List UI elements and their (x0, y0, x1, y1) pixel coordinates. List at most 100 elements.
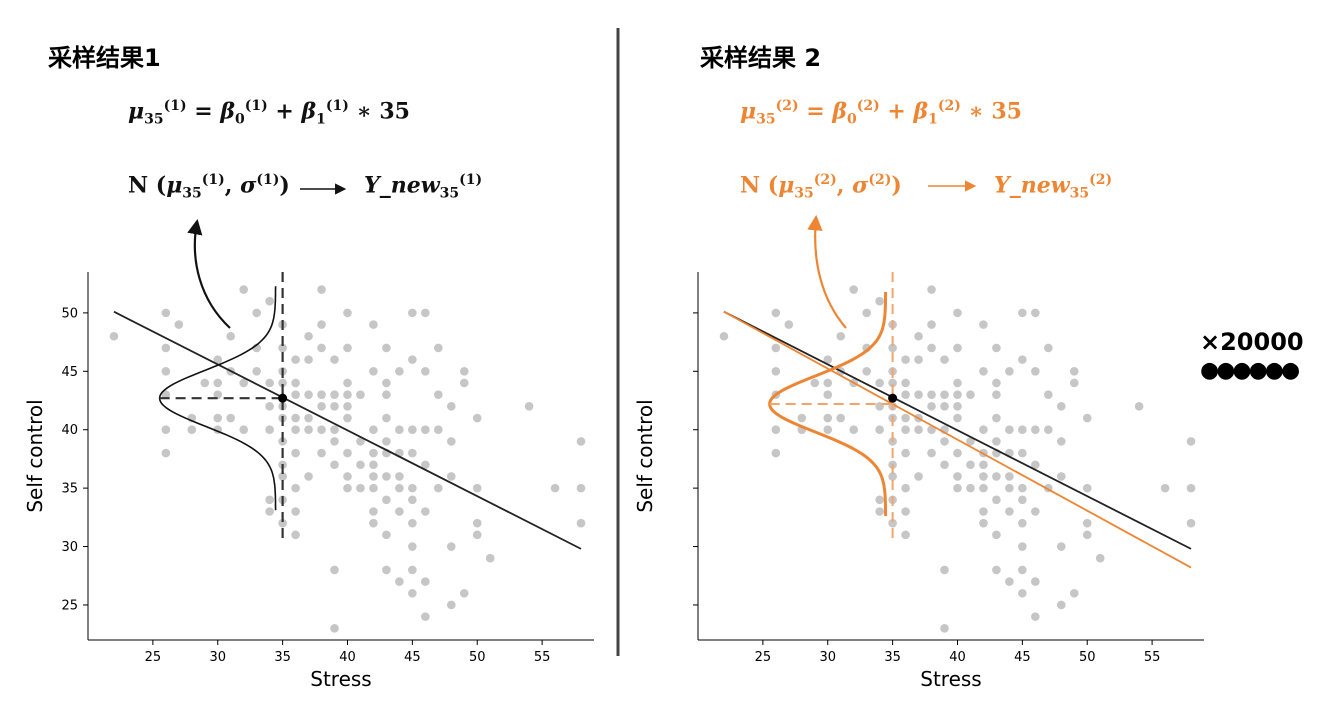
y-tick-label: 25 (61, 598, 78, 613)
sigma-superscript: (2) (868, 172, 892, 188)
data-point (1056, 437, 1066, 446)
data-point (330, 624, 339, 633)
data-point (1031, 425, 1040, 435)
data-point (472, 413, 482, 423)
data-point (446, 542, 456, 551)
data-point (317, 402, 326, 411)
repeat-dots: ●●●●●● (1200, 358, 1300, 383)
data-point (992, 495, 1001, 505)
curved-arrow-icon (187, 218, 231, 329)
times-35: ∗ 35 (960, 98, 1022, 125)
data-point (914, 425, 923, 435)
data-point (330, 565, 339, 575)
data-point (940, 355, 949, 364)
data-point (1082, 483, 1092, 493)
data-point (408, 425, 417, 435)
data-point (862, 308, 871, 318)
data-point (421, 308, 430, 318)
data-point (187, 425, 197, 435)
data-point (901, 390, 910, 399)
data-point (1069, 367, 1079, 376)
comma: , (836, 172, 853, 199)
mu-subscript: 35 (794, 185, 814, 202)
data-point (576, 518, 586, 528)
data-point (369, 483, 378, 493)
data-point (317, 285, 326, 294)
x-tick-label: 55 (534, 650, 551, 665)
data-point (343, 402, 352, 411)
data-point (239, 425, 248, 435)
x-tick-label: 30 (819, 650, 836, 665)
data-point (304, 355, 313, 364)
data-point (1134, 402, 1144, 411)
y-tick-label: 35 (61, 482, 78, 497)
data-point (382, 437, 391, 446)
data-point (823, 378, 833, 388)
data-point (421, 577, 430, 586)
data-point (369, 472, 378, 481)
predicted-point (888, 393, 898, 403)
data-point (797, 413, 807, 423)
data-point (1018, 448, 1027, 458)
data-point (239, 285, 248, 294)
times-35: ∗ 35 (348, 98, 410, 125)
data-point (940, 460, 949, 470)
data-point (265, 378, 274, 388)
ynew-superscript: (2) (1089, 172, 1113, 188)
x-tick-label: 35 (884, 650, 901, 665)
data-point (395, 577, 404, 586)
data-point (317, 448, 326, 458)
ynew-superscript: (1) (459, 172, 483, 188)
data-point (1186, 437, 1196, 446)
data-point (291, 530, 300, 540)
data-point (278, 343, 287, 353)
data-point (304, 425, 313, 435)
data-point (979, 483, 988, 493)
data-point (1044, 390, 1053, 399)
data-point (1095, 553, 1105, 563)
data-point (1069, 588, 1079, 598)
data-point (421, 507, 430, 516)
data-point (291, 483, 300, 493)
data-point (836, 331, 846, 341)
regression-line (723, 310, 1192, 569)
data-point (849, 425, 858, 435)
data-point (421, 425, 430, 435)
data-point (291, 378, 300, 388)
data-point (1005, 577, 1014, 586)
data-point (1082, 518, 1092, 528)
panel-2-normal-expression: N (μ35(2), σ(2)) (740, 172, 902, 202)
data-point (356, 483, 365, 493)
data-point (914, 472, 923, 481)
data-point (291, 413, 300, 423)
data-point (408, 565, 417, 575)
data-point (927, 448, 936, 458)
data-point (161, 448, 171, 458)
data-point (836, 413, 846, 423)
beta0-subscript: 0 (846, 111, 857, 128)
data-point (304, 413, 313, 423)
panel-1-normal-expression: N (μ35(1), σ(1)) (128, 172, 290, 202)
data-point (408, 355, 417, 364)
data-point (343, 483, 352, 493)
panel-1-heading: 采样结果1 (48, 44, 161, 72)
data-point (330, 437, 339, 446)
x-tick-label: 40 (949, 650, 966, 665)
data-point (1005, 472, 1014, 481)
beta1-superscript: (1) (325, 98, 349, 114)
data-point (265, 507, 274, 516)
beta0-subscript: 0 (234, 111, 245, 128)
data-point (161, 343, 171, 353)
x-tick-label: 45 (404, 650, 421, 665)
data-point (382, 378, 391, 388)
data-point (265, 296, 274, 306)
data-point (382, 413, 391, 423)
data-point (1005, 483, 1014, 493)
data-point (213, 413, 223, 423)
data-point (771, 308, 781, 318)
y-tick-label: 30 (61, 540, 78, 555)
data-point (927, 320, 936, 329)
data-point (719, 331, 729, 341)
data-point (239, 378, 248, 388)
